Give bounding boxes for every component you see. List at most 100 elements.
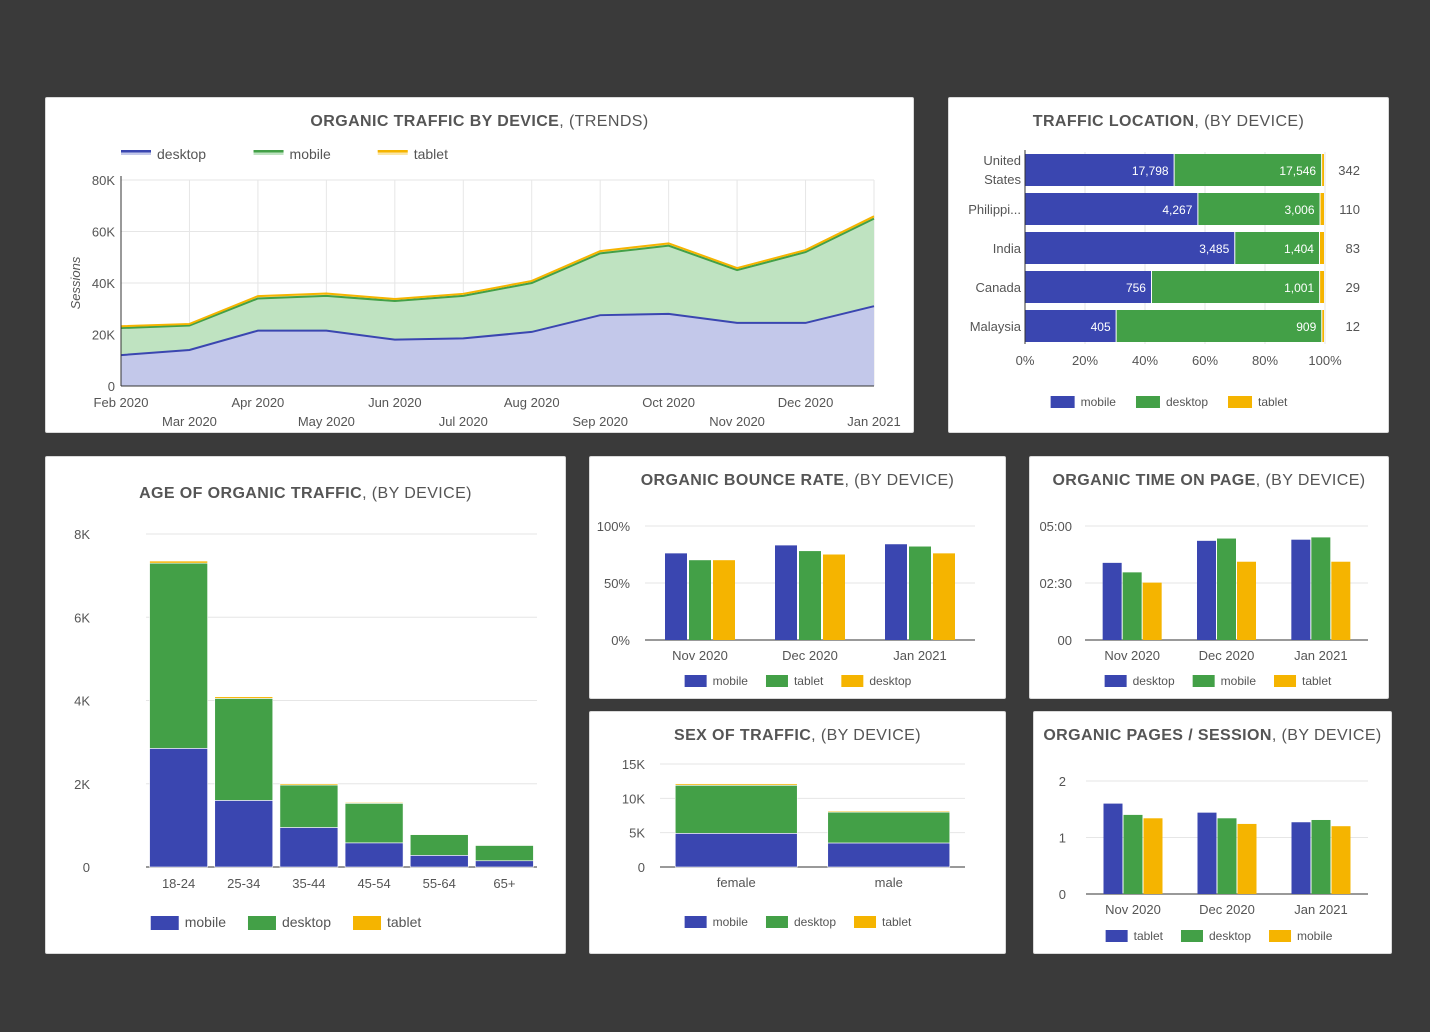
- bounce-legend-swatch-desktop: [841, 675, 864, 687]
- bounce-legend-swatch-mobile: [684, 675, 707, 687]
- location-value-label-mobile: 756: [1126, 281, 1146, 295]
- bounce-ytick-label: 0%: [611, 633, 630, 648]
- pages-title-bold: ORGANIC PAGES / SESSION: [1043, 727, 1272, 744]
- bounce-bar-mobile: [885, 544, 907, 640]
- pages-title-rest: , (BY DEVICE): [1271, 727, 1382, 744]
- sex-legend-swatch-tablet: [854, 916, 877, 928]
- bounce-category-label: Jan 2021: [893, 648, 947, 663]
- age-bar-desktop: [409, 834, 469, 856]
- pages-ytick-label: 2: [1059, 774, 1066, 789]
- age-category-label: 55-64: [423, 876, 456, 891]
- sex-bar-chart: 0 5K 10K 15K female male mobile desktop tablet: [622, 757, 965, 929]
- age-of-traffic-card: AGE OF ORGANIC TRAFFIC, (BY DEVICE) 0 2K 4…: [45, 456, 566, 954]
- location-bar-tablet: [1322, 310, 1324, 342]
- age-title-rest: , (BY DEVICE): [362, 485, 472, 502]
- sex-bar-tablet: [674, 783, 798, 786]
- location-bar-desktop: [1198, 193, 1320, 225]
- trend-legend-swatch-mobile: [253, 150, 284, 153]
- location-bar-mobile: [1025, 232, 1235, 264]
- age-bar-desktop: [279, 784, 339, 828]
- sex-legend-label-mobile: mobile: [713, 915, 749, 929]
- location-xtick-label: 100%: [1308, 353, 1342, 368]
- age-legend-swatch-tablet: [353, 916, 382, 930]
- time-bar-chart: 00 02:30 05:00 Nov 2020 Dec 2020 Jan 2021 desk…: [1039, 519, 1368, 688]
- sex-title-bold: SEX OF TRAFFIC: [674, 727, 812, 744]
- pages-bar-mobile: [1143, 818, 1163, 894]
- location-value-label-mobile: 3,485: [1199, 242, 1229, 256]
- age-ytick-label: 6K: [74, 610, 90, 625]
- location-category-label: United: [983, 153, 1021, 168]
- trend-xtick-label: Nov 2020: [709, 414, 765, 429]
- age-category-label: 45-54: [357, 876, 390, 891]
- age-bar-desktop: [214, 698, 274, 801]
- bounce-category-label: Nov 2020: [672, 648, 728, 663]
- bounce-bar-mobile: [775, 545, 797, 640]
- trend-title-rest: , (TRENDS): [559, 113, 649, 130]
- traffic-location-card: TRAFFIC LOCATION, (BY DEVICE) 0% 20% 40% 60…: [948, 97, 1389, 433]
- age-bar-desktop: [475, 845, 534, 862]
- time-category-label: Dec 2020: [1199, 648, 1255, 663]
- bounce-ytick-label: 50%: [604, 576, 630, 591]
- pages-bar-mobile: [1237, 823, 1257, 894]
- time-bar-mobile: [1217, 538, 1236, 640]
- sex-legend-swatch-mobile: [684, 916, 707, 928]
- sex-legend-label-tablet: tablet: [882, 915, 912, 929]
- age-bar-mobile: [214, 800, 274, 868]
- location-legend-swatch-mobile: [1050, 396, 1075, 408]
- bounce-legend-label-mobile: mobile: [713, 674, 749, 688]
- trend-xtick-label: Aug 2020: [504, 395, 560, 410]
- sex-ytick-label: 0: [638, 860, 645, 875]
- age-bar-chart: 0 2K 4K 6K 8K 18-24 25-34 35-44 45-54 55-64 65+ mob…: [74, 527, 537, 930]
- trend-xtick-label: Mar 2020: [162, 414, 217, 429]
- pages-category-label: Jan 2021: [1294, 902, 1348, 917]
- age-bar-mobile: [149, 748, 208, 868]
- time-bar-tablet: [1237, 561, 1256, 640]
- pages-bar-tablet: [1103, 803, 1123, 894]
- trend-chart-title: ORGANIC TRAFFIC BY DEVICE, (TRENDS): [46, 113, 913, 131]
- time-ytick-label: 05:00: [1039, 519, 1072, 534]
- time-legend-label-desktop: desktop: [1133, 674, 1175, 688]
- time-bar-desktop: [1102, 562, 1122, 640]
- trend-xtick-label: Jan 2021: [847, 414, 901, 429]
- trend-y-axis-label: Sessions: [68, 256, 83, 309]
- time-title-bold: ORGANIC TIME ON PAGE: [1052, 472, 1256, 489]
- trend-xtick-label: Sep 2020: [572, 414, 628, 429]
- age-bar-tablet: [149, 560, 208, 564]
- time-ytick-label: 00: [1058, 633, 1072, 648]
- location-value-label-desktop: 909: [1296, 320, 1316, 334]
- pages-ytick-label: 0: [1059, 887, 1066, 902]
- age-category-label: 35-44: [292, 876, 325, 891]
- time-bar-desktop: [1197, 540, 1216, 640]
- age-bar-tablet: [344, 802, 404, 804]
- age-legend-label-mobile: mobile: [185, 914, 226, 930]
- location-category-label: Canada: [975, 280, 1021, 295]
- trend-xtick-label: Jun 2020: [368, 395, 422, 410]
- location-bar-desktop: [1151, 271, 1320, 303]
- sex-category-label: female: [717, 875, 756, 890]
- age-ytick-label: 2K: [74, 777, 90, 792]
- time-bar-mobile: [1311, 537, 1331, 640]
- age-chart-title: AGE OF ORGANIC TRAFFIC, (BY DEVICE): [46, 485, 565, 503]
- bounce-legend-swatch-tablet: [765, 675, 788, 687]
- location-value-label-tablet: 110: [1339, 202, 1360, 217]
- location-value-label-desktop: 1,404: [1284, 242, 1314, 256]
- location-value-label-desktop: 1,001: [1284, 281, 1314, 295]
- sex-bar-desktop: [674, 784, 798, 834]
- trend-ytick-label: 40K: [92, 276, 115, 291]
- trend-legend-swatch-tablet: [377, 150, 408, 153]
- pages-chart-title: ORGANIC PAGES / SESSION, (BY DEVICE): [1034, 727, 1391, 745]
- pages-bar-desktop: [1123, 814, 1143, 894]
- age-category-label: 25-34: [227, 876, 260, 891]
- bounce-bar-mobile: [665, 553, 687, 640]
- trend-xtick-label: Oct 2020: [642, 395, 695, 410]
- bounce-bar-desktop: [823, 554, 845, 640]
- location-bar-tablet: [1320, 193, 1324, 225]
- sex-title-rest: , (BY DEVICE): [811, 727, 921, 744]
- pages-legend-swatch-tablet: [1105, 930, 1128, 942]
- age-category-label: 18-24: [162, 876, 195, 891]
- pages-category-label: Dec 2020: [1199, 902, 1255, 917]
- location-bar-tablet: [1320, 271, 1324, 303]
- pages-bar-desktop: [1311, 819, 1331, 894]
- age-category-label: 65+: [493, 876, 515, 891]
- age-bar-tablet: [409, 833, 469, 835]
